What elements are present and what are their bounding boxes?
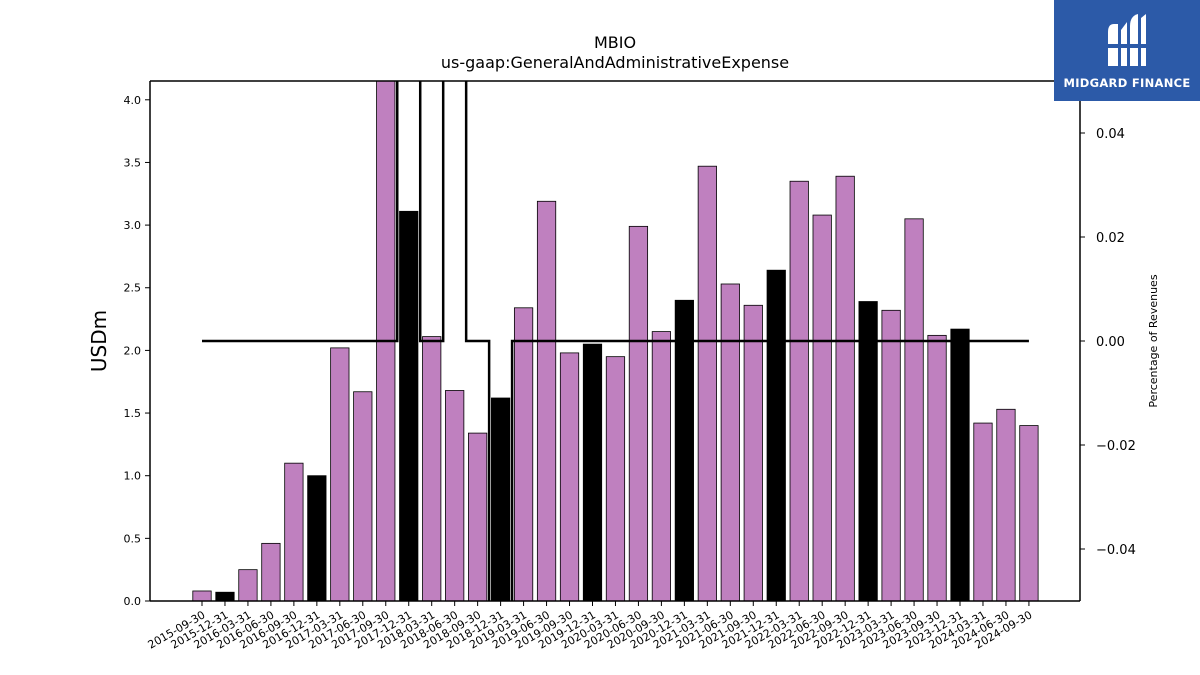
- bar-2017-12-31: [399, 210, 419, 602]
- logo-text: MIDGARD FINANCE: [1063, 75, 1191, 90]
- mf-monogram-icon: [1106, 13, 1148, 66]
- bar-2020-09-30: [651, 331, 672, 602]
- y-tick-label: 0.0: [124, 595, 142, 608]
- bar-2021-06-30: [720, 283, 740, 602]
- y2-tick-label: 0.00: [1096, 335, 1125, 350]
- bar-2015-09-30: [192, 590, 212, 602]
- bar-2020-06-30: [628, 225, 649, 602]
- bar-2024-06-30: [996, 408, 1016, 602]
- bar-2018-03-31: [422, 336, 442, 602]
- bar-2022-12-31: [858, 301, 878, 602]
- chart-subtitle: us-gaap:GeneralAndAdministrativeExpense: [441, 53, 789, 72]
- bar-2015-12-31: [215, 591, 235, 602]
- bar-2024-09-30: [1019, 425, 1039, 602]
- bar-2019-12-31: [582, 343, 603, 602]
- y-tick-label: 1.0: [124, 470, 142, 483]
- y-tick-label: 2.5: [124, 282, 142, 295]
- bar-2018-09-30: [468, 432, 488, 602]
- bar-2017-03-31: [330, 347, 350, 602]
- bars-group: [192, 80, 1039, 602]
- y2-tick-label: −0.02: [1096, 439, 1136, 454]
- bar-2023-09-30: [927, 334, 947, 602]
- y-axis-label: USDm: [87, 310, 111, 372]
- bar-2018-12-31: [491, 397, 511, 602]
- y-tick-label: 3.5: [124, 156, 142, 169]
- y-tick-label: 4.0: [124, 94, 142, 107]
- bar-2016-06-30: [261, 542, 281, 602]
- midgard-finance-logo: MIDGARD FINANCE: [1054, 0, 1200, 101]
- bar-2021-12-31: [766, 269, 786, 602]
- bar-2021-03-31: [697, 165, 717, 602]
- bar-2018-06-30: [445, 390, 465, 602]
- y-tick-label: 1.5: [124, 407, 142, 420]
- y2-tick-label: 0.04: [1096, 127, 1125, 142]
- y-tick-label: 0.5: [124, 532, 142, 545]
- percentage-line-group: [202, 81, 1029, 601]
- bar-2022-09-30: [835, 175, 855, 602]
- bar-2016-09-30: [284, 462, 304, 602]
- bar-2016-03-31: [238, 569, 258, 602]
- bar-2023-06-30: [904, 218, 924, 602]
- bar-2019-06-30: [536, 200, 557, 602]
- bar-2022-06-30: [812, 214, 832, 602]
- chart-title: MBIO: [594, 33, 636, 52]
- bar-2024-03-31: [973, 422, 993, 602]
- bar-2019-09-30: [559, 352, 580, 602]
- y2-tick-label: −0.04: [1096, 543, 1136, 558]
- bar-2017-06-30: [353, 391, 373, 602]
- bar-2016-12-31: [307, 475, 327, 602]
- bar-2023-03-31: [881, 309, 901, 602]
- bar-2020-03-31: [605, 356, 626, 602]
- ticks-group: 0.0 0.5 1.0 1.5 2.0 2.5 3.0 3.5 4.0 0.04 0.02 0.00 −…: [124, 94, 1136, 652]
- y-tick-label: 2.0: [124, 344, 142, 357]
- secondary-y-axis-label: Percentage of Revenues: [1147, 274, 1160, 407]
- bar-2021-09-30: [743, 304, 763, 602]
- y2-tick-label: 0.02: [1096, 231, 1125, 246]
- bar-2023-12-31: [950, 328, 970, 602]
- bar-2020-12-31: [674, 299, 694, 602]
- y-tick-label: 3.0: [124, 219, 142, 232]
- bar-2022-03-31: [789, 180, 809, 602]
- bar-2019-03-31: [513, 307, 534, 602]
- percentage-of-revenues-line: [202, 81, 1029, 601]
